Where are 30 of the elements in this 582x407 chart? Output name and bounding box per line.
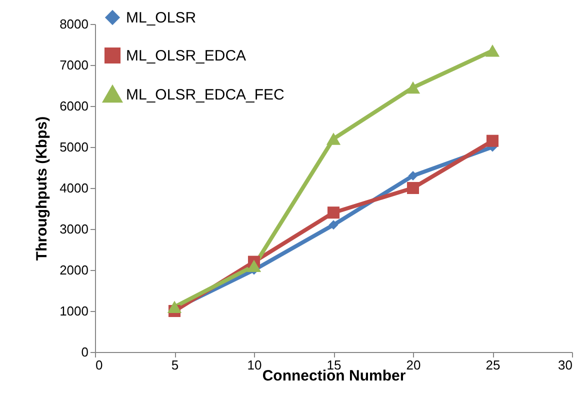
point <box>406 182 420 194</box>
x-tick-label: 15 <box>326 358 342 372</box>
y-axis-title: Throughputs (Kbps) <box>34 116 51 261</box>
x-tick-label: 30 <box>558 358 572 372</box>
point <box>246 260 262 272</box>
legend-label: ML_OLSR_EDCA_FEC <box>126 86 285 104</box>
point <box>327 206 340 219</box>
point <box>408 170 418 180</box>
point <box>406 81 420 94</box>
legend-label: ML_OLSR <box>126 10 196 26</box>
point <box>486 134 499 147</box>
y-tick-label: 5000 <box>60 140 88 154</box>
x-tick-label: 0 <box>96 358 103 372</box>
y-tick-label: 1000 <box>60 304 88 318</box>
x-tick-label: 5 <box>171 358 179 372</box>
point <box>326 132 341 145</box>
x-tick-label: 25 <box>486 358 500 372</box>
point <box>167 300 182 314</box>
y-tick-label: 4000 <box>60 180 88 196</box>
legend-label: ML_OLSR_EDCA <box>126 48 246 64</box>
y-tick-label: 7000 <box>60 58 88 72</box>
y-tick-label: 2000 <box>60 262 88 278</box>
x-tick-label: 10 <box>247 358 262 372</box>
point <box>485 44 500 57</box>
y-tick-label: 0 <box>81 344 88 360</box>
y-tick-label: 6000 <box>60 98 88 114</box>
point <box>328 220 338 230</box>
x-tick-label: 20 <box>406 358 421 372</box>
y-tick-label: 3000 <box>60 222 88 236</box>
y-tick-label: 8000 <box>60 16 88 32</box>
